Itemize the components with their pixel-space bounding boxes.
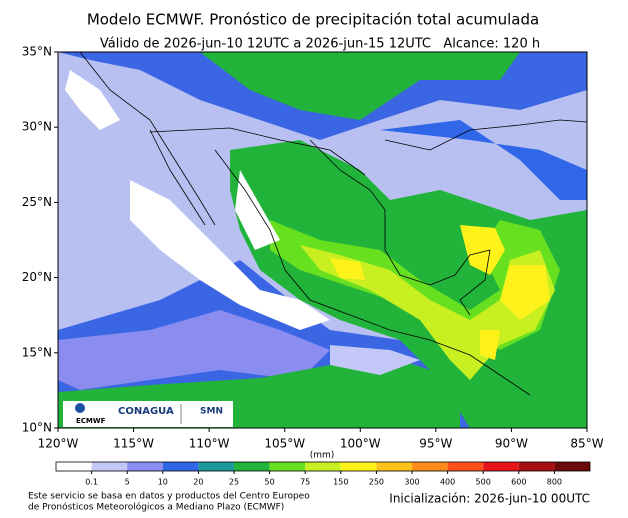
colorbar-swatch (127, 462, 163, 471)
source-line: Este servicio se basa en datos y product… (28, 492, 310, 502)
lat-label: 35°N (22, 45, 52, 59)
colorbar-label: 400 (440, 478, 455, 487)
colorbar-swatch (412, 462, 448, 471)
lon-label: 100°W (340, 437, 381, 451)
colorbar-label: 10 (158, 478, 168, 487)
precip-map (58, 52, 587, 428)
source-line: de Pronósticos Meteorológicos a Mediano … (28, 502, 284, 513)
colorbar-swatch (162, 462, 199, 471)
subtitle: Válido de 2026-jun-10 12UTC a 2026-jun-1… (100, 37, 540, 52)
lat-label: 15°N (22, 345, 52, 359)
colorbar-swatch (234, 462, 270, 471)
lat-label: 30°N (22, 120, 52, 134)
lon-label: 105°W (264, 437, 305, 451)
colorbar-swatch (269, 462, 306, 471)
lon-label: 120°W (38, 437, 79, 451)
colorbar-label: 250 (369, 478, 384, 487)
colorbar-label: 500 (476, 478, 491, 487)
colorbar-label: 5 (125, 478, 130, 487)
lon-label: 95°W (419, 437, 452, 451)
logo-conagua: CONAGUA (118, 406, 174, 417)
colorbar-unit: (mm) (310, 451, 335, 461)
colorbar-swatch (554, 462, 590, 471)
colorbar-label: 75 (300, 478, 310, 487)
lat-label: 20°N (22, 270, 52, 284)
lon-label: 110°W (189, 437, 230, 451)
lon-label: 85°W (570, 437, 603, 451)
colorbar-label: 600 (511, 478, 526, 487)
colorbar-swatch (483, 462, 519, 471)
lon-label: 90°W (495, 437, 528, 451)
lat-label: 25°N (22, 195, 52, 209)
colorbar-label: 50 (265, 478, 275, 487)
colorbar-label: 300 (404, 478, 419, 487)
colorbar-label: 20 (193, 478, 203, 487)
logo-strip: ECMWF CONAGUA SMN (63, 401, 233, 427)
logo-ecmwf: ECMWF (76, 417, 106, 425)
title: Modelo ECMWF. Pronóstico de precipitació… (87, 11, 539, 29)
colorbar-label: 25 (229, 478, 239, 487)
lat-label: 10°N (22, 421, 52, 435)
colorbar-label: 150 (333, 478, 348, 487)
colorbar-swatch (91, 462, 128, 471)
colorbar-swatch (305, 462, 341, 471)
colorbar-swatch (198, 462, 234, 471)
map-frame (57, 51, 588, 429)
colorbar-label: 800 (547, 478, 562, 487)
colorbar-frame (55, 461, 591, 472)
colorbar-swatch (376, 462, 412, 471)
lon-label: 115°W (113, 437, 154, 451)
colorbar-swatch (518, 462, 555, 471)
logo-smn: SMN (200, 407, 223, 417)
colorbar-swatch (447, 462, 484, 471)
init-time: Inicialización: 2026-jun-10 00UTC (389, 492, 590, 506)
colorbar-swatch (56, 462, 92, 471)
colorbar-label: 0.1 (85, 478, 98, 487)
colorbar-swatch (340, 462, 377, 471)
